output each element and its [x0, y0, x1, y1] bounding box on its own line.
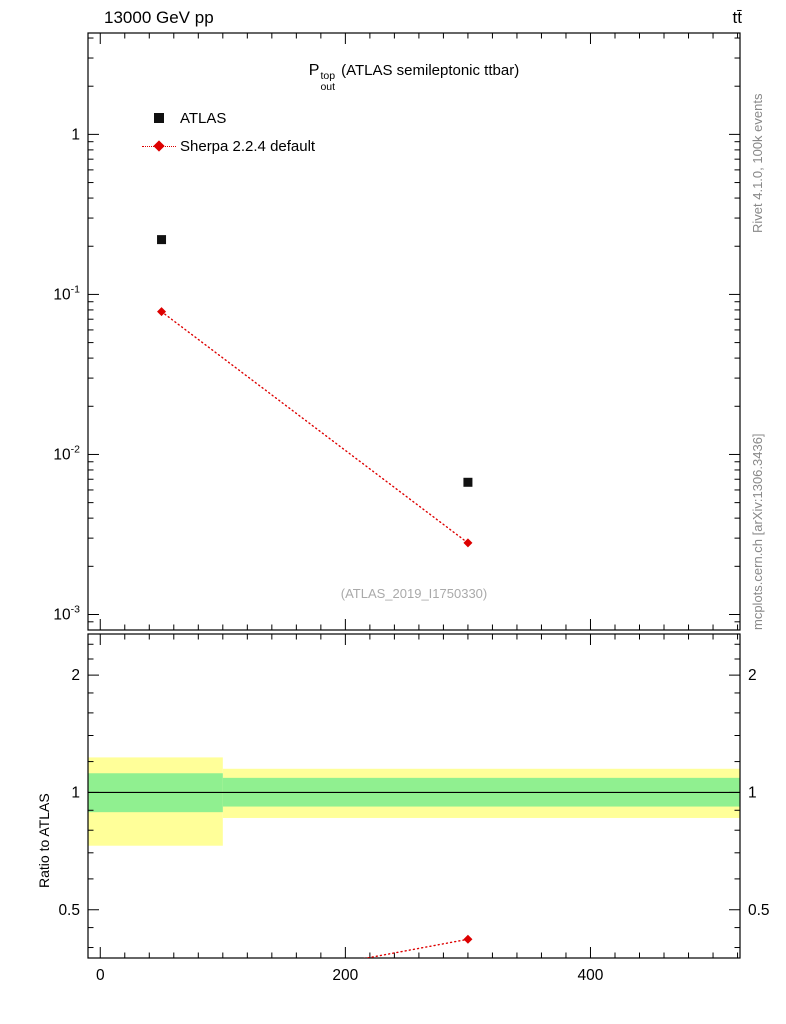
header-beam-energy: 13000 GeV pp [104, 8, 214, 27]
rivet-version-note: Rivet 4.1.0, 100k events [750, 93, 765, 233]
atlas-square-marker-icon [138, 113, 180, 123]
analysis-id-watermark: (ATLAS_2019_I1750330) [340, 586, 488, 601]
observable-subscript: out [320, 81, 336, 94]
svg-text:10-2: 10-2 [53, 443, 80, 463]
sherpa-dotted-line-marker-icon [138, 140, 180, 152]
plot-title-rest: (ATLAS semileptonic ttbar) [341, 62, 520, 79]
ratio-frame [87, 633, 741, 959]
axis-ticks [88, 33, 740, 958]
ratio-axis-label: Ratio to ATLAS [36, 793, 52, 888]
observable-supsub: top out [320, 70, 336, 94]
legend-label-sherpa: Sherpa 2.2.4 default [180, 137, 316, 155]
main-series [157, 235, 473, 548]
svg-text:10-3: 10-3 [53, 603, 80, 623]
observable-symbol: P [308, 62, 320, 79]
svg-text:0.5: 0.5 [748, 902, 770, 919]
header-process-label: tt̄ [732, 8, 742, 27]
svg-text:1: 1 [71, 784, 80, 801]
ratio-uncertainty-bands [88, 757, 741, 846]
axis-tick-labels: 1 10-1 10-2 10-3 0.5 0.5 1 1 2 2 0 200 400 [53, 126, 769, 984]
svg-text:2: 2 [71, 667, 80, 684]
legend-item-atlas: ATLAS [138, 104, 315, 132]
svg-text:200: 200 [332, 967, 358, 984]
svg-text:2: 2 [748, 667, 757, 684]
legend-item-sherpa: Sherpa 2.2.4 default [138, 132, 315, 160]
legend-label-atlas: ATLAS [180, 109, 227, 127]
svg-text:400: 400 [578, 967, 604, 984]
ratio-series [363, 934, 473, 958]
svg-text:1: 1 [748, 784, 757, 801]
red-diamond-icon [153, 140, 165, 152]
main-frame [87, 32, 741, 631]
svg-text:1: 1 [71, 126, 80, 143]
observable-superscript: top [320, 70, 336, 82]
legend: ATLAS Sherpa 2.2.4 default [138, 104, 315, 160]
red-dotted-line-icon [142, 140, 176, 152]
svg-text:10-1: 10-1 [53, 283, 80, 303]
svg-text:0.5: 0.5 [58, 902, 80, 919]
svg-text:0: 0 [96, 967, 105, 984]
black-square-icon [154, 113, 164, 123]
mcplots-citation-note: mcplots.cern.ch [arXiv:1306.3436] [750, 433, 765, 630]
